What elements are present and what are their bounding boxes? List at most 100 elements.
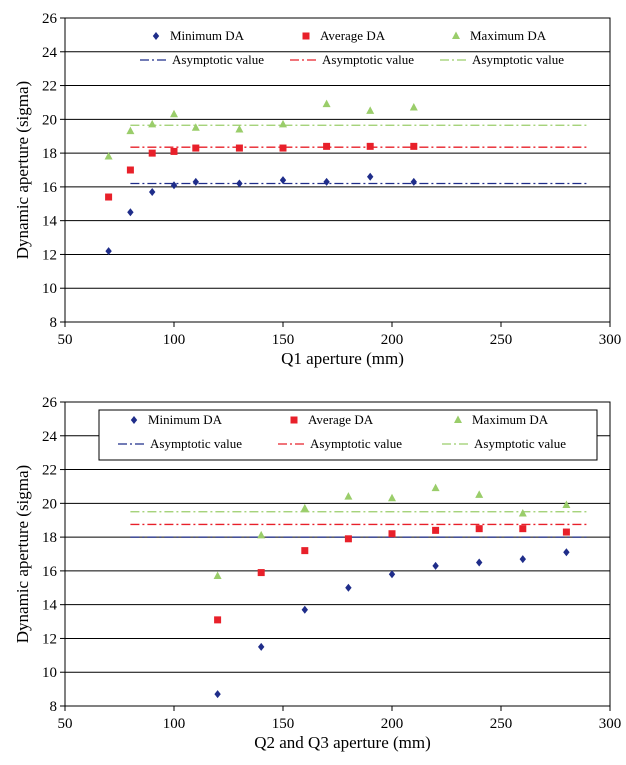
legend-entry: Asymptotic value (118, 436, 242, 451)
y-tick-label: 24 (42, 45, 58, 61)
legend-label: Average DA (308, 412, 374, 427)
data-point (258, 642, 265, 651)
legend-entry: Asymptotic value (290, 52, 414, 67)
legend-entry: Maximum DA (452, 28, 547, 43)
data-point (323, 177, 330, 186)
legend-label: Maximum DA (470, 28, 547, 43)
legend-label: Asymptotic value (474, 436, 566, 451)
data-point (170, 181, 178, 190)
y-tick-label: 16 (42, 564, 58, 580)
data-point (301, 547, 309, 555)
data-point (519, 555, 526, 564)
legend-box (98, 409, 598, 461)
data-point (192, 177, 199, 186)
data-point (410, 177, 417, 186)
legend-marker (152, 32, 160, 40)
data-point (301, 605, 308, 614)
y-tick-label: 10 (42, 281, 57, 297)
y-tick-label: 8 (50, 315, 58, 331)
legend-marker (130, 416, 138, 424)
data-point (476, 558, 483, 567)
x-axis-label: Q2 and Q3 aperture (mm) (254, 733, 431, 752)
data-point (475, 490, 484, 498)
data-point (191, 123, 200, 131)
data-point (257, 530, 266, 539)
data-point (345, 583, 352, 592)
data-point (366, 106, 375, 114)
legend-marker (452, 31, 460, 39)
x-tick-label: 300 (599, 332, 622, 348)
data-point (214, 616, 222, 624)
y-axis-label: Dynamic aperture (sigma) (13, 465, 32, 643)
legend-marker (290, 416, 298, 424)
legend-entry: Average DA (302, 28, 386, 43)
y-axis-label: Dynamic aperture (sigma) (13, 81, 32, 259)
data-point (410, 142, 418, 150)
y-tick-label: 10 (42, 665, 57, 681)
y-tick-label: 14 (42, 598, 58, 614)
data-point (432, 561, 439, 570)
legend-entry: Average DA (290, 412, 374, 427)
x-tick-label: 150 (272, 332, 295, 348)
x-tick-label: 250 (490, 332, 513, 348)
legend-entry: Minimum DA (130, 412, 223, 427)
data-point (300, 503, 309, 512)
y-tick-label: 16 (42, 180, 58, 196)
data-point (126, 126, 135, 135)
data-point (214, 690, 221, 699)
data-point (432, 526, 440, 534)
data-point (148, 119, 157, 128)
data-point (213, 571, 222, 579)
data-point (323, 142, 331, 150)
y-tick-label: 22 (42, 463, 57, 479)
y-tick-label: 26 (42, 395, 58, 411)
data-point (344, 535, 352, 543)
legend-label: Asymptotic value (472, 52, 564, 67)
legend-label: Asymptotic value (172, 52, 264, 67)
data-point (518, 508, 527, 517)
data-point (235, 144, 243, 152)
legend: Minimum DA Average DA Maximum DA Asymptotic… (140, 28, 564, 67)
plot-area (64, 17, 611, 323)
legend-label: Asymptotic value (150, 436, 242, 451)
data-point (257, 569, 265, 577)
data-point (279, 119, 287, 128)
y-tick-label: 12 (42, 247, 57, 263)
data-point (105, 193, 113, 201)
y-tick-label: 24 (42, 429, 58, 445)
legend-marker (454, 415, 462, 423)
data-point (409, 103, 418, 111)
legend-entry: Asymptotic value (278, 436, 402, 451)
legend-entry: Asymptotic value (140, 52, 264, 67)
y-tick-label: 8 (50, 699, 58, 715)
legend-label: Asymptotic value (322, 52, 414, 67)
x-tick-label: 200 (381, 332, 404, 348)
chart-q2-q3-aperture: 8 10 12 14 16 18 20 22 24 26 50 100 150 200 250 300 Q2 a… (13, 395, 621, 752)
data-point (322, 99, 331, 108)
data-point (127, 208, 134, 217)
data-point (235, 124, 244, 133)
x-tick-label: 100 (163, 332, 186, 348)
data-point (279, 176, 287, 185)
x-axis-label: Q1 aperture (mm) (281, 349, 404, 368)
legend: Minimum DA Average DA Maximum DA Asymptotic… (98, 409, 598, 461)
y-tick-label: 22 (42, 79, 57, 95)
x-tick-label: 50 (58, 332, 73, 348)
y-tick-label: 18 (42, 530, 57, 546)
data-point (279, 144, 287, 152)
y-tick-label: 12 (42, 631, 57, 647)
x-tick-label: 150 (272, 716, 295, 732)
data-point (563, 548, 570, 557)
y-tick-label: 20 (42, 112, 57, 128)
data-point (431, 483, 440, 492)
legend-label: Maximum DA (472, 412, 549, 427)
data-point (126, 166, 134, 174)
data-point (192, 144, 200, 152)
y-tick-label: 26 (42, 11, 58, 27)
data-point (170, 109, 178, 118)
data-point (388, 530, 396, 538)
chart-q1-aperture: 8 10 12 14 16 18 20 22 24 26 50 100 150 200 250 300 Q1 a… (13, 11, 621, 368)
data-point (104, 151, 113, 160)
x-tick-label: 250 (490, 716, 513, 732)
